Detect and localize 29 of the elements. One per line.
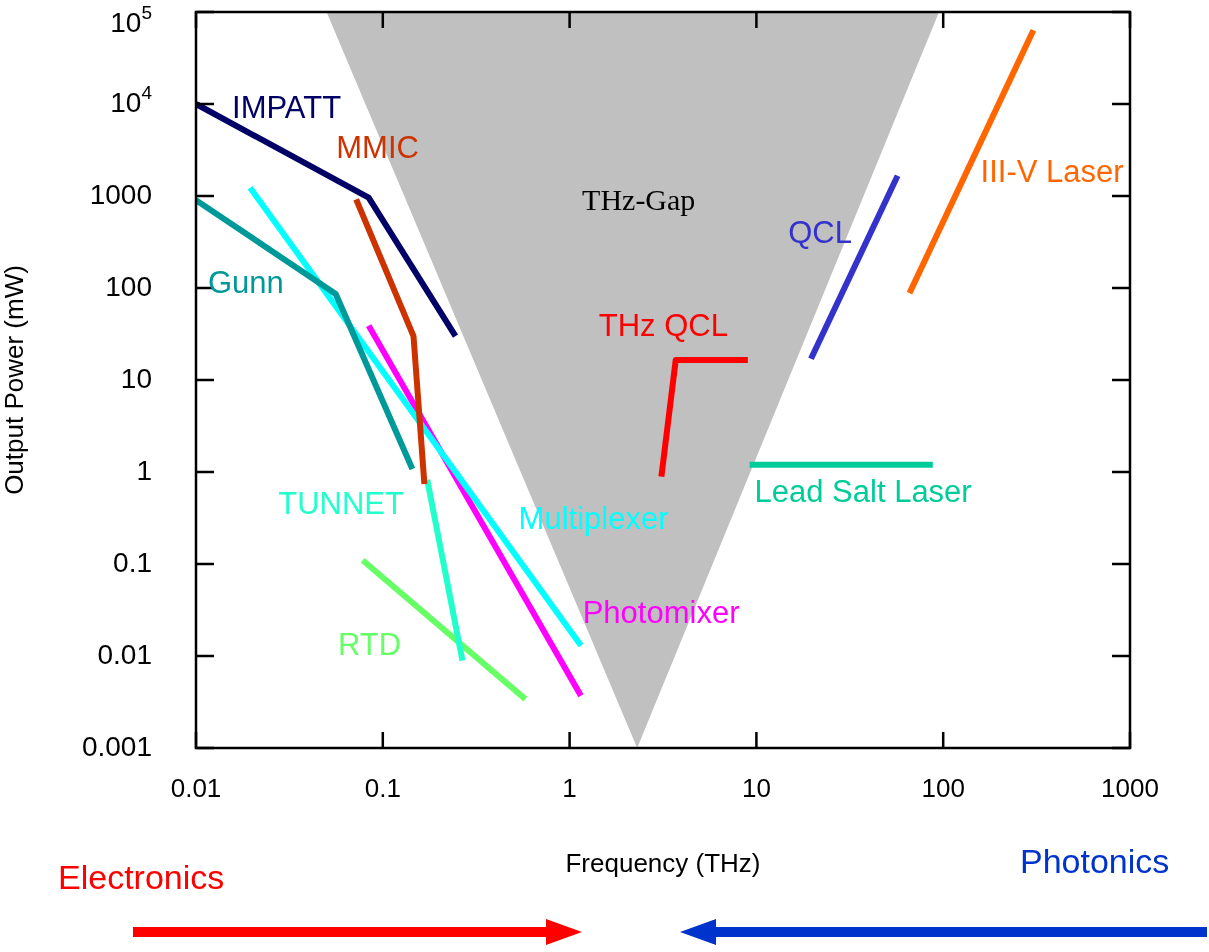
text: Electronics <box>58 858 225 897</box>
y-tick-label: 0.01 <box>97 638 152 670</box>
series-label: Multiplexer <box>518 500 669 536</box>
x-tick-label: 1000 <box>1101 772 1159 803</box>
series-label: IMPATT <box>232 90 342 126</box>
series-label: Lead Salt Laser <box>754 473 972 509</box>
y-tick-label: 1 <box>136 454 153 486</box>
series-label: THz-Gap <box>582 183 696 217</box>
text: Photonics <box>1020 842 1170 881</box>
y-tick-label: 0.001 <box>81 730 153 762</box>
series-label: MMIC <box>336 129 419 165</box>
series-label: THz QCL <box>598 308 728 344</box>
y-tick-label: 100 <box>105 270 152 302</box>
series-label: QCL <box>788 215 852 251</box>
series-label: Gunn <box>207 264 284 300</box>
x-tick-label: 0.01 <box>170 772 222 803</box>
series-label: RTD <box>337 627 402 663</box>
y-tick-label: 10 <box>120 362 153 394</box>
y-tick-label: 1000 <box>89 178 153 210</box>
y-tick-label: 0.1 <box>113 546 153 578</box>
x-tick-label: 1 <box>562 772 577 803</box>
y-axis-title: Output Power (mW) <box>0 265 29 495</box>
x-axis-title: Frequency (THz) <box>565 847 761 878</box>
x-tick-label: 100 <box>921 772 965 803</box>
series-label: Photomixer <box>582 595 740 631</box>
series-label: TUNNET <box>278 485 404 521</box>
x-tick-label: 10 <box>741 772 771 803</box>
x-tick-label: 0.1 <box>364 772 401 803</box>
series-label: III-V Laser <box>980 154 1124 190</box>
